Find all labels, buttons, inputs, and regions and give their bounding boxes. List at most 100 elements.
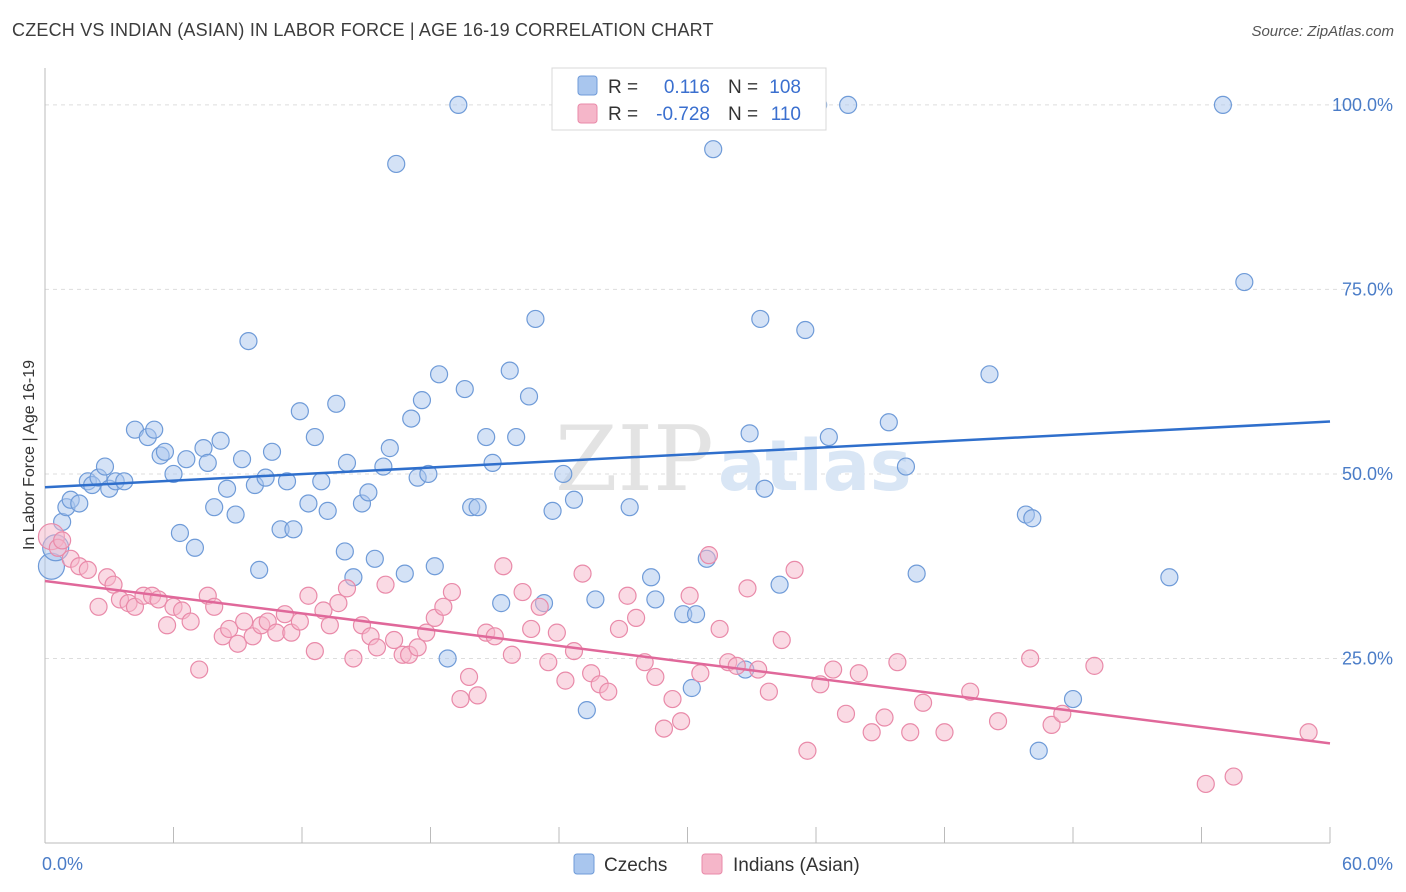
legend-n-label-czechs: N = <box>728 77 758 98</box>
czechs-point <box>1029 741 1048 760</box>
indians-point <box>888 653 907 672</box>
czechs-point <box>1160 568 1179 587</box>
czechs-point <box>468 498 487 517</box>
indians-point <box>663 689 682 709</box>
x-ticks <box>44 827 1331 843</box>
czechs-point <box>586 590 605 609</box>
y-axis-title: In Labor Force | Age 16-19 <box>21 360 38 550</box>
czechs-point <box>177 450 196 469</box>
indians-point <box>522 619 541 639</box>
czechs-point <box>796 320 815 340</box>
indians-point <box>1021 649 1040 668</box>
czechs-point <box>1213 95 1233 115</box>
czechs-point <box>277 472 297 491</box>
czechs-point <box>507 427 526 447</box>
indians-point <box>599 682 618 701</box>
indians-point <box>564 641 584 661</box>
legend-n-czechs: 108 <box>769 77 801 98</box>
stats-legend-box <box>551 67 827 131</box>
czechs-point <box>198 453 217 472</box>
czechs-point <box>526 309 545 329</box>
czechs-point <box>770 575 789 594</box>
indians-point <box>961 682 980 701</box>
x-tick-label-max: 60.0% <box>1342 854 1393 874</box>
indians-point <box>988 712 1008 731</box>
czechs-point <box>374 457 393 476</box>
indians-point <box>468 686 487 705</box>
indians-point <box>190 660 209 679</box>
czechs-point <box>839 95 858 115</box>
czechs-point <box>646 590 665 609</box>
indians-point <box>320 616 339 635</box>
czechs-point <box>170 523 190 543</box>
indians-point <box>434 597 453 616</box>
czechs-point <box>185 538 205 557</box>
indians-point <box>824 660 843 679</box>
czechs-point <box>1235 272 1254 292</box>
indians-point <box>1196 774 1215 794</box>
czechs-point <box>438 649 457 668</box>
indians-point <box>710 619 729 639</box>
indians-point <box>235 612 254 631</box>
czechs-point <box>477 427 496 447</box>
czechs-point <box>262 442 282 461</box>
indians-point <box>157 616 177 635</box>
czechs-point <box>519 387 539 406</box>
czechs-point <box>312 472 331 491</box>
indians-point <box>654 719 674 738</box>
indians-point <box>530 597 549 616</box>
indians-point <box>494 557 513 576</box>
czechs-point <box>641 568 661 587</box>
indians-point <box>228 634 247 653</box>
indians-point <box>836 704 856 723</box>
czechs-point <box>402 409 421 428</box>
czechs-point <box>232 450 252 469</box>
bottom-legend-label-czechs: Czechs <box>604 855 667 876</box>
czechs-point <box>337 453 357 472</box>
czechs-point <box>155 442 175 461</box>
czechs-point <box>455 379 474 399</box>
czechs-point <box>164 464 183 484</box>
czechs-point <box>751 309 770 329</box>
czechs-point <box>299 494 318 513</box>
czechs-point <box>250 560 269 580</box>
indians-point <box>502 645 521 664</box>
czechs-point <box>359 483 378 502</box>
indians-point <box>344 649 363 668</box>
legend-r-label-indians: R = <box>608 104 638 125</box>
czechs-point <box>284 520 303 539</box>
indians-point <box>626 608 646 627</box>
czechs-point <box>211 431 230 450</box>
indians-point <box>513 582 532 602</box>
legend-swatch-czechs <box>577 75 598 96</box>
legend-r-czechs: 0.116 <box>664 77 710 98</box>
czechs-trend-line <box>44 420 1331 489</box>
bottom-legend-label-indians: Indians (Asian) <box>733 855 860 876</box>
series-legend: Czechs Indians (Asian) <box>573 853 860 876</box>
indians-point <box>305 641 324 661</box>
czechs-point <box>387 154 406 174</box>
czechs-point <box>755 479 774 498</box>
y-tick-label: 75.0% <box>1342 279 1393 299</box>
indians-point <box>573 564 592 583</box>
czechs-point <box>365 549 384 568</box>
indians-point <box>329 594 348 613</box>
czechs-point <box>907 564 926 583</box>
czechs-point <box>327 394 346 413</box>
legend-swatch-indians <box>577 103 598 124</box>
x-tick-label-min: 0.0% <box>42 854 83 874</box>
indians-points <box>37 523 1318 794</box>
indians-point <box>290 612 309 631</box>
czechs-point <box>335 542 354 561</box>
indians-point <box>849 664 868 683</box>
indians-point <box>727 656 746 675</box>
indians-point <box>220 619 239 639</box>
czechs-point <box>145 420 164 439</box>
indians-point <box>646 667 665 687</box>
indians-point <box>875 708 894 727</box>
czechs-point <box>380 439 399 458</box>
indians-point <box>442 582 462 602</box>
indians-point <box>337 579 357 598</box>
czechs-point <box>577 701 596 720</box>
czechs-point <box>819 427 838 447</box>
